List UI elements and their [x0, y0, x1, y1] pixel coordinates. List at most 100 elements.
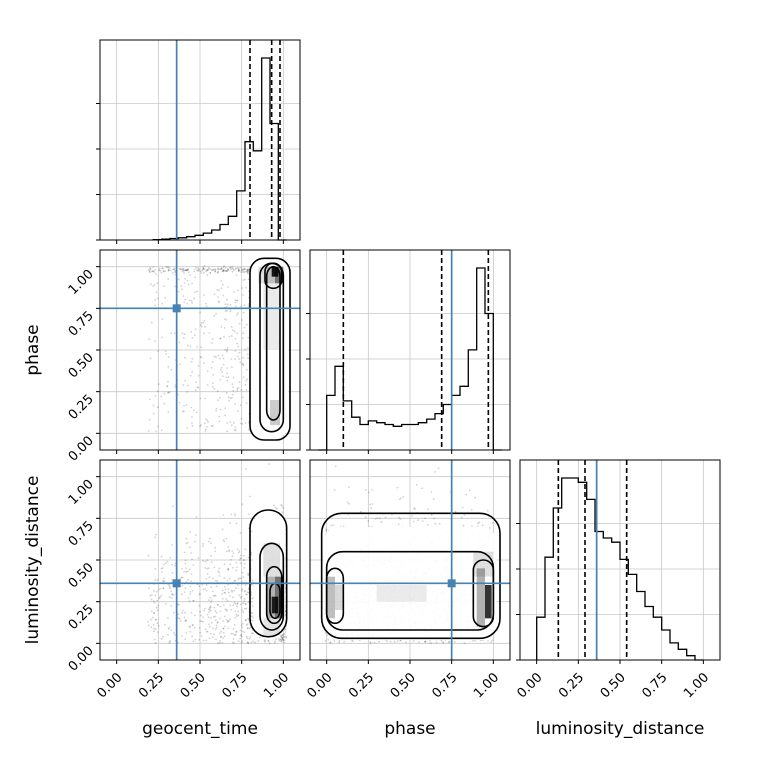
panel-border	[99, 249, 301, 451]
sample-point	[245, 635, 248, 638]
sample-point	[185, 404, 188, 406]
sample-point	[239, 422, 242, 425]
sample-point	[242, 294, 244, 296]
sample-point	[164, 350, 167, 352]
sample-point	[273, 504, 275, 507]
sample-point	[203, 362, 205, 364]
sample-point	[213, 633, 216, 636]
density-layer	[147, 463, 288, 645]
sample-point	[224, 407, 227, 410]
sample-point	[217, 296, 220, 298]
sample-point	[234, 338, 237, 340]
sample-point	[203, 294, 205, 296]
sample-point	[263, 639, 266, 642]
sample-point	[156, 390, 159, 393]
sample-point	[156, 631, 159, 633]
sample-point	[246, 637, 249, 640]
sample-point	[157, 604, 160, 607]
sample-point	[169, 557, 171, 559]
sample-point	[227, 591, 230, 594]
density-cell-3	[326, 576, 335, 619]
sample-point	[225, 305, 228, 308]
sample-point	[181, 584, 184, 587]
sample-point	[163, 392, 166, 395]
sample-point	[238, 594, 241, 597]
sample-point	[235, 613, 238, 616]
sample-point	[324, 640, 327, 642]
sample-point	[223, 604, 225, 607]
sample-point	[210, 542, 212, 544]
sample-point	[424, 517, 426, 520]
sample-point	[216, 390, 219, 393]
sample-point	[226, 379, 229, 382]
sample-point	[240, 269, 243, 272]
sample-point	[222, 375, 224, 378]
sample-point	[228, 335, 231, 338]
sample-point	[236, 602, 239, 605]
sample-point	[247, 591, 249, 593]
tick-label-geocent-time-1: 0.25	[136, 670, 167, 701]
sample-point	[187, 597, 190, 600]
sample-point	[267, 640, 270, 642]
sample-point	[188, 299, 191, 302]
sample-point	[219, 617, 222, 620]
sample-point	[208, 623, 211, 626]
sample-point	[246, 271, 249, 274]
sample-point	[162, 567, 164, 569]
sample-point	[222, 294, 225, 297]
sample-point	[183, 271, 185, 274]
tick-label-luminosity-distance-y-2: 0.50	[66, 560, 97, 591]
sample-point	[244, 619, 247, 622]
sample-point	[148, 587, 150, 590]
sample-point	[232, 329, 234, 332]
sample-point	[222, 363, 225, 366]
sample-point	[221, 354, 224, 356]
sample-point	[241, 626, 244, 629]
sample-point	[245, 402, 248, 404]
sample-point	[438, 522, 441, 525]
sample-point	[236, 299, 239, 302]
sample-point	[211, 342, 213, 344]
sample-point	[183, 301, 186, 304]
sample-point	[283, 633, 286, 635]
luminosity-distance-tick-labels-x: 0.00 0.25 0.50 0.75 1.00	[514, 670, 712, 701]
sample-point	[209, 609, 212, 612]
sample-point	[232, 386, 235, 388]
sample-point	[250, 611, 253, 614]
truth-marker	[172, 304, 181, 313]
sample-point	[204, 567, 207, 569]
sample-point	[232, 421, 235, 424]
sample-point	[239, 532, 242, 535]
sample-point	[236, 566, 238, 569]
sample-point	[233, 269, 235, 272]
sample-point	[225, 376, 228, 379]
sample-point	[213, 615, 215, 618]
density-cell-0	[476, 568, 485, 627]
sample-point	[167, 278, 170, 281]
sample-point	[247, 270, 250, 272]
sample-point	[160, 571, 163, 573]
sample-point	[247, 357, 249, 360]
sample-point	[276, 507, 278, 510]
sample-point	[172, 268, 175, 271]
sample-point	[215, 626, 218, 629]
sample-point	[240, 305, 243, 308]
sample-point	[200, 272, 203, 275]
sample-point	[202, 559, 204, 562]
sample-point	[204, 326, 207, 328]
sample-point	[242, 279, 245, 281]
tick-label-phase-x-4: 1.00	[471, 670, 502, 701]
sample-point	[238, 577, 241, 580]
sample-point	[235, 274, 238, 276]
sample-point	[184, 356, 186, 359]
sample-point	[219, 337, 222, 340]
sample-point	[242, 611, 245, 614]
sample-point	[218, 632, 221, 634]
sample-point	[226, 298, 228, 301]
sample-point	[233, 330, 236, 333]
tick-label-phase-x-0: 0.00	[304, 670, 335, 701]
sample-point	[217, 642, 220, 645]
sample-point	[157, 425, 160, 428]
sample-point	[236, 332, 239, 335]
sample-point	[180, 268, 182, 271]
